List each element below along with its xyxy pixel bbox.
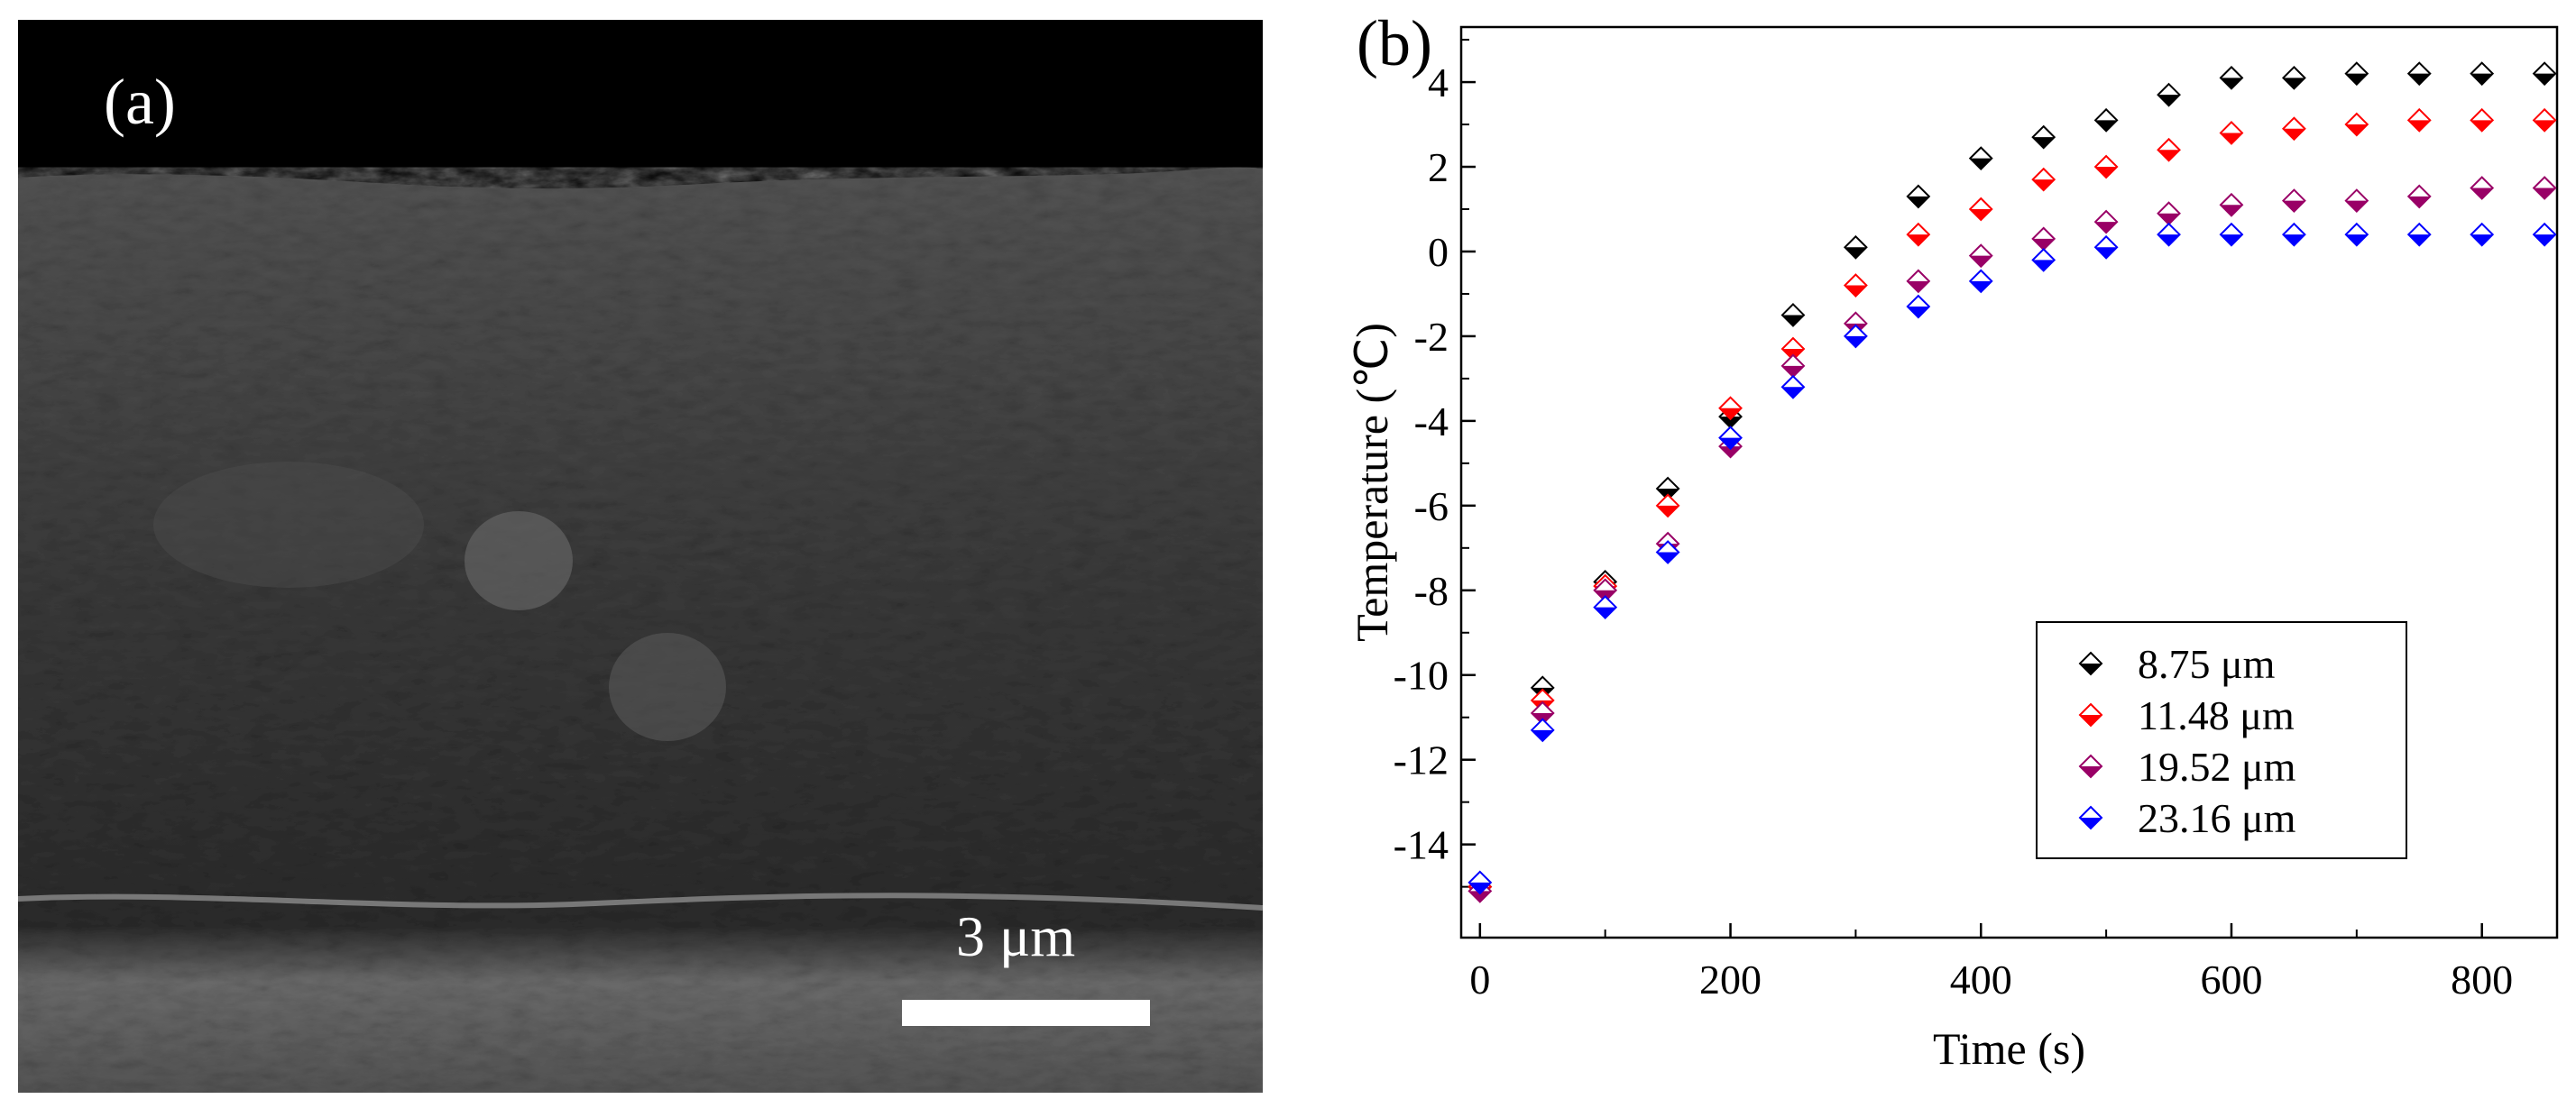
x-tick-label: 200 xyxy=(1699,957,1762,1003)
data-point xyxy=(2031,167,2056,192)
data-point xyxy=(1968,146,1993,171)
y-tick-label: 2 xyxy=(1428,144,1449,190)
data-point xyxy=(1655,540,1680,564)
x-axis-title: Time (s) xyxy=(1933,1023,2085,1074)
data-point xyxy=(2406,107,2432,133)
data-point xyxy=(1467,870,1493,895)
data-point xyxy=(1968,197,1993,222)
data-point xyxy=(2406,61,2432,87)
data-point xyxy=(2157,82,2181,107)
y-tick-label: -10 xyxy=(1394,653,1449,699)
data-points xyxy=(1467,61,2557,903)
data-point xyxy=(2406,184,2432,209)
data-point xyxy=(2344,188,2369,214)
data-point xyxy=(2470,176,2495,200)
sem-image xyxy=(18,20,1263,1093)
data-point xyxy=(2344,222,2369,247)
y-tick-label: -8 xyxy=(1414,568,1449,614)
data-point xyxy=(2344,61,2369,87)
y-tick-label: -4 xyxy=(1414,398,1449,444)
y-tick-label: -14 xyxy=(1394,822,1449,868)
data-point xyxy=(1718,426,1743,451)
y-tick-label: -12 xyxy=(1394,737,1449,783)
chart-svg: 0 200 400 600 800 -14 -12 -10 -8 -6 -4 -2 0 2 4 8.75 μ… xyxy=(1347,7,2559,1074)
data-point xyxy=(1843,273,1868,298)
y-tick-label: -6 xyxy=(1414,483,1449,529)
data-point xyxy=(2532,61,2557,87)
legend-marker xyxy=(2078,702,2103,728)
data-point xyxy=(1780,336,1806,362)
y-tick-label: 0 xyxy=(1428,229,1449,275)
data-point xyxy=(1780,353,1806,379)
data-point xyxy=(2532,222,2557,247)
data-point xyxy=(2031,226,2056,252)
data-point xyxy=(2219,192,2244,217)
data-point xyxy=(1906,184,1931,209)
axis-ticks: 0 200 400 600 800 -14 -12 -10 -8 -6 -4 -2 0 2 4 xyxy=(1394,39,2513,1003)
plot-frame xyxy=(1459,25,2559,939)
legend-label: 19.52 μm xyxy=(2138,744,2296,790)
legend-marker xyxy=(2078,754,2103,779)
panel-a-label: (a) xyxy=(104,66,176,138)
data-point xyxy=(2532,107,2557,133)
data-point xyxy=(2532,176,2557,200)
data-point xyxy=(2219,222,2244,247)
data-point xyxy=(2470,61,2495,87)
legend: 8.75 μm 11.48 μm 19.52 μm 23.16 μm xyxy=(2036,621,2407,859)
data-point xyxy=(1593,595,1618,619)
data-point xyxy=(2093,107,2119,133)
data-point xyxy=(1843,324,1868,349)
y-axis-title: Temperature (℃) xyxy=(1347,323,1397,642)
y-tick-label: 4 xyxy=(1428,60,1449,105)
data-point xyxy=(1718,396,1743,421)
data-point xyxy=(2219,65,2244,90)
data-point xyxy=(2093,209,2119,234)
sem-micrograph: (a) 3 μm xyxy=(18,20,1263,1093)
data-point xyxy=(1780,303,1806,327)
data-point xyxy=(2281,65,2306,90)
data-point xyxy=(2157,222,2181,247)
legend-label: 8.75 μm xyxy=(2138,641,2276,687)
data-point xyxy=(2406,222,2432,247)
data-point xyxy=(1843,234,1868,260)
data-point xyxy=(1968,269,1993,294)
data-point xyxy=(2157,137,2181,162)
data-point xyxy=(1906,222,1931,247)
x-tick-label: 400 xyxy=(1950,957,2012,1003)
data-point xyxy=(1906,269,1931,294)
scale-bar xyxy=(902,1000,1150,1026)
temperature-chart: 0 200 400 600 800 -14 -12 -10 -8 -6 -4 -2 0 2 4 8.75 μ… xyxy=(1326,0,2576,1099)
data-point xyxy=(1968,243,1993,269)
data-point xyxy=(2031,247,2056,272)
data-point xyxy=(1530,718,1555,743)
data-point xyxy=(2470,107,2495,133)
data-point xyxy=(1780,374,1806,399)
data-point xyxy=(2219,121,2244,145)
data-point xyxy=(2093,234,2119,260)
data-point xyxy=(2157,201,2181,226)
legend-marker xyxy=(2078,805,2103,830)
data-point xyxy=(1655,493,1680,518)
data-point xyxy=(2281,222,2306,247)
data-point xyxy=(2031,124,2056,150)
data-point xyxy=(1906,294,1931,319)
x-tick-label: 800 xyxy=(2451,957,2513,1003)
x-tick-label: 0 xyxy=(1469,957,1490,1003)
panel-b-label: (b) xyxy=(1357,7,1432,79)
legend-label: 23.16 μm xyxy=(2138,795,2296,841)
y-tick-label: -2 xyxy=(1414,314,1449,360)
data-point xyxy=(2281,188,2306,214)
data-point xyxy=(2470,222,2495,247)
legend-marker xyxy=(2078,651,2103,676)
scale-bar-label: 3 μm xyxy=(956,904,1076,968)
legend-label: 11.48 μm xyxy=(2138,692,2295,738)
x-tick-label: 600 xyxy=(2200,957,2262,1003)
data-point xyxy=(2344,112,2369,137)
data-point xyxy=(2093,154,2119,179)
data-point xyxy=(2281,116,2306,142)
